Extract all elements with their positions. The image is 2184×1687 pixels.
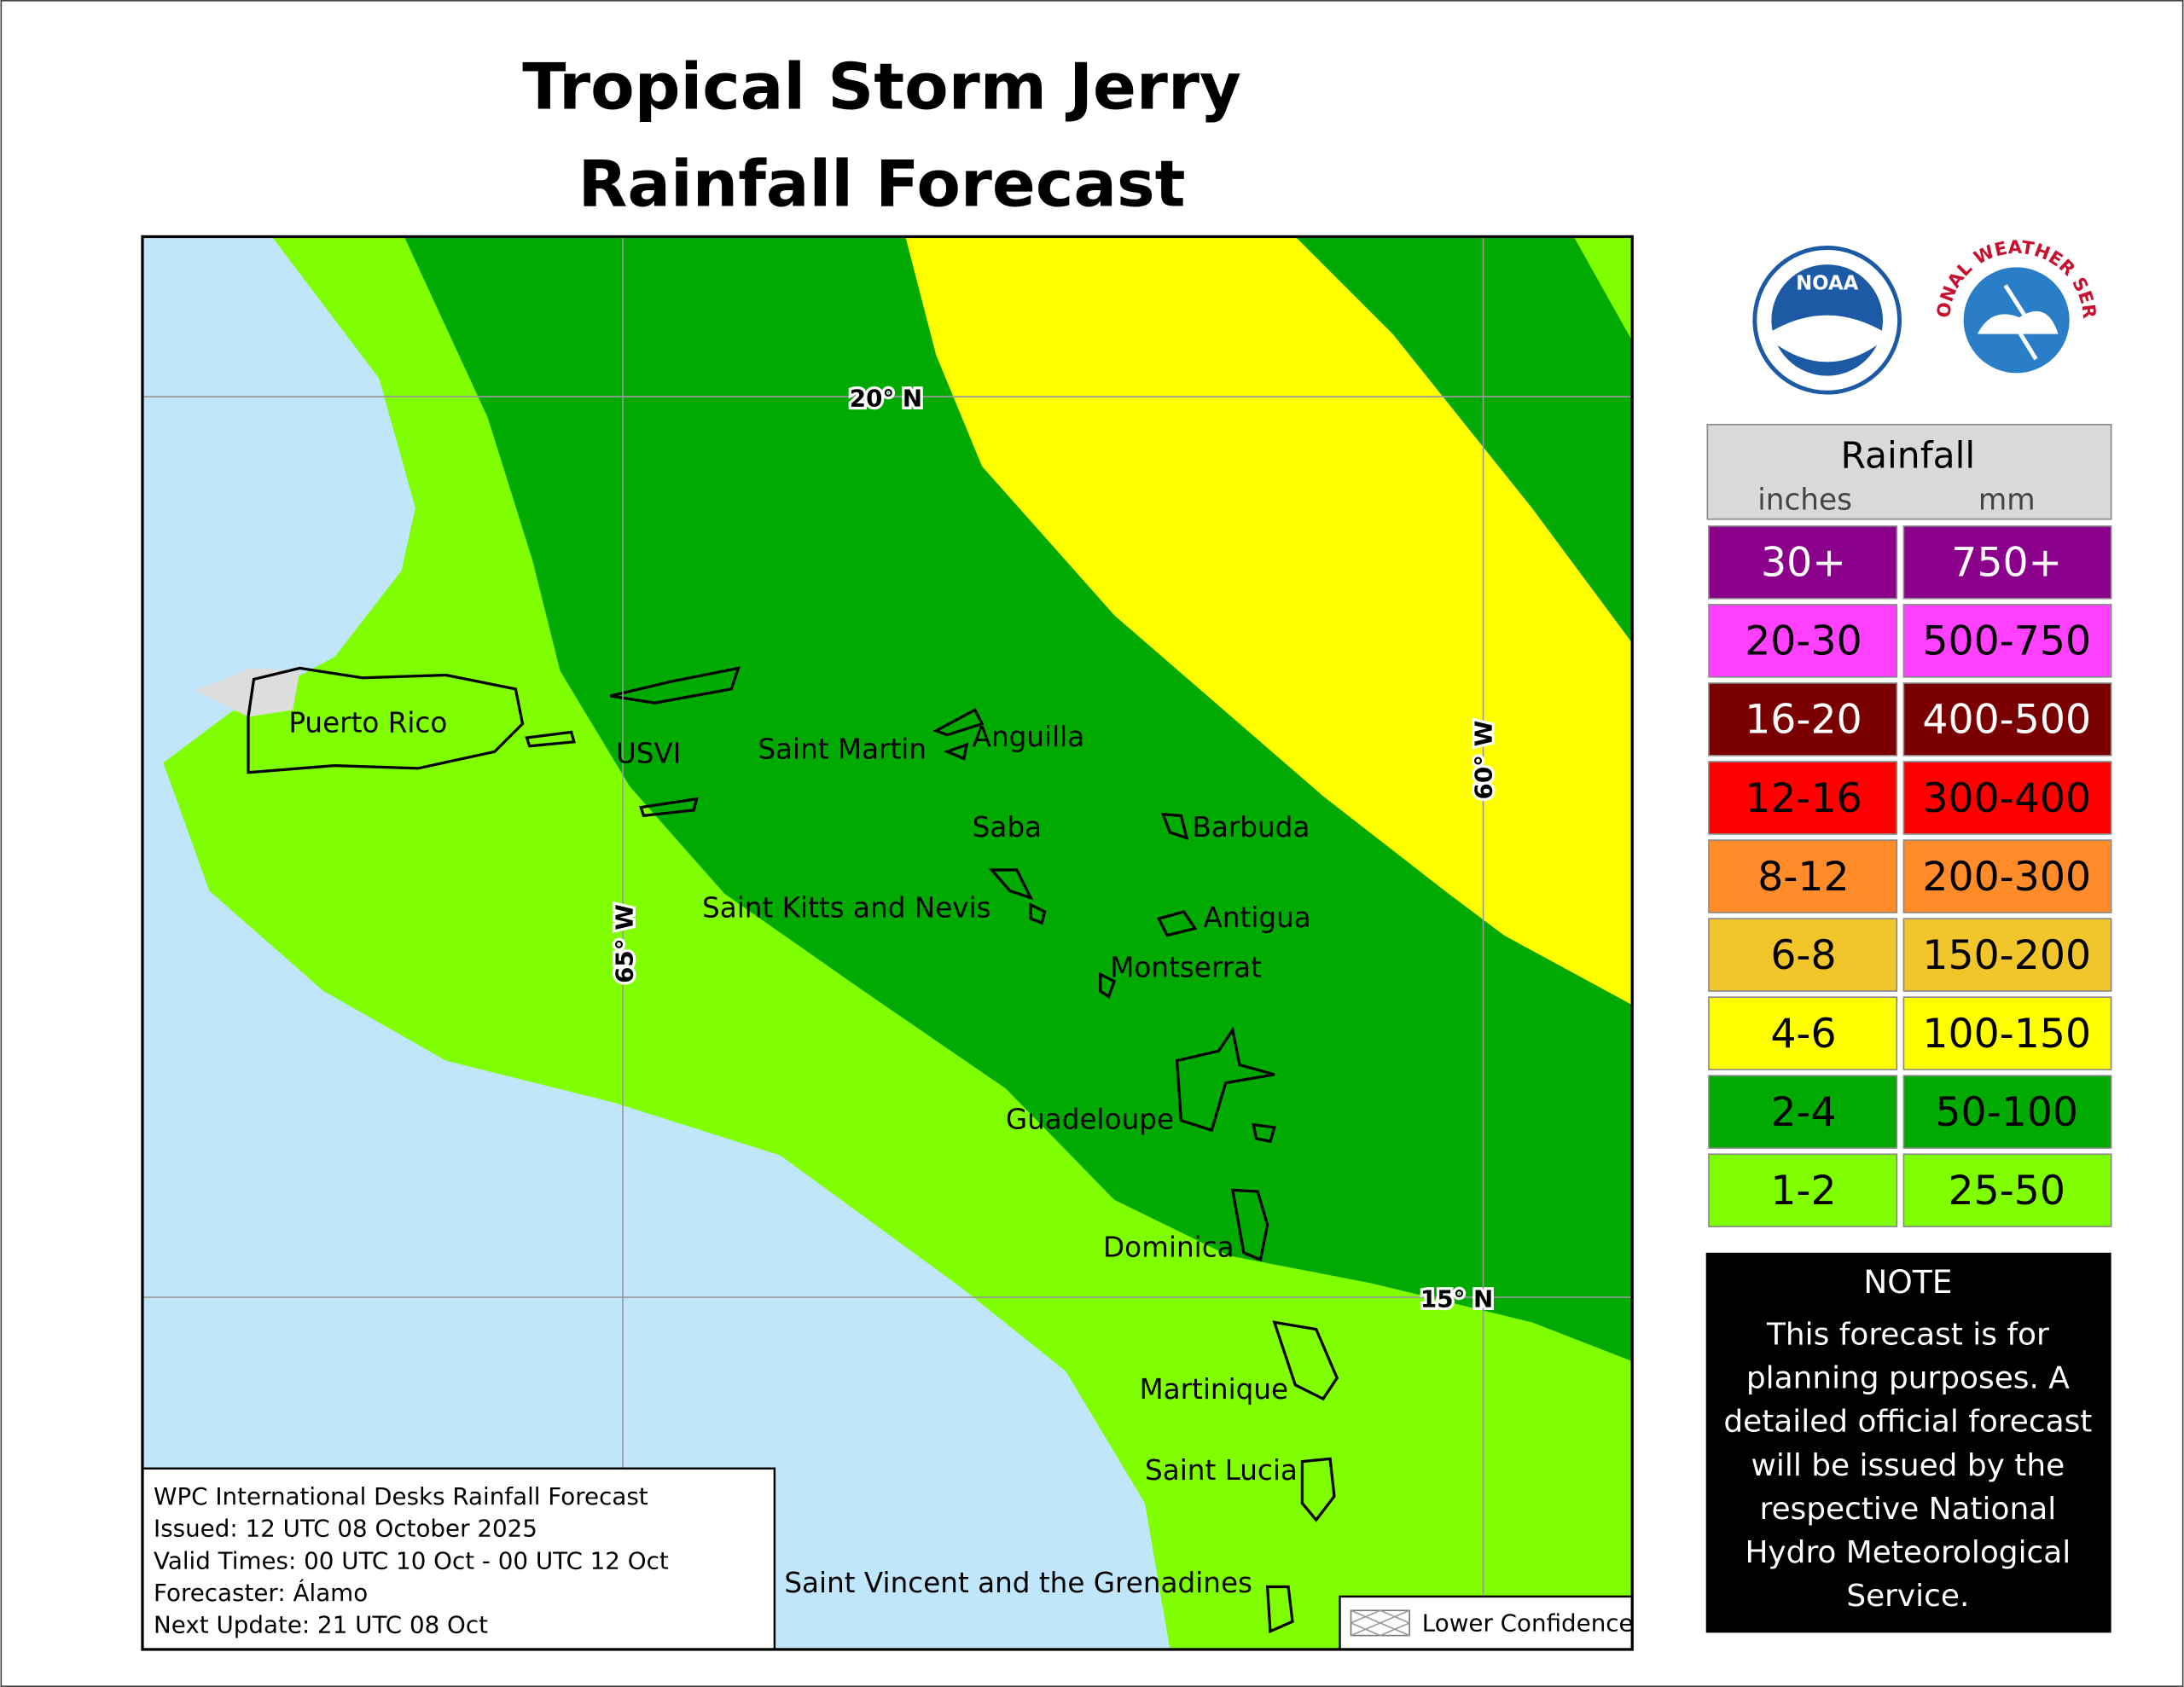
- note-line: Hydro Meteorological: [1745, 1535, 2071, 1570]
- legend-swatch: [1902, 682, 2112, 757]
- place-label: Antigua: [1204, 901, 1311, 934]
- noaa-logo: NOAA: [1752, 246, 1902, 395]
- legend-unit: inches: [1757, 483, 1852, 517]
- confidence-label: Lower Confidence: [1422, 1609, 1634, 1638]
- info-text: WPC International Desks Rainfall Forecas…: [154, 1482, 669, 1638]
- note-line: This forecast is for: [1766, 1318, 2049, 1353]
- legend-swatch: [1708, 1153, 1898, 1227]
- coastlines: [247, 666, 1339, 1634]
- legend-unit: mm: [1978, 483, 2036, 517]
- legend-inches: 4-6: [1770, 1011, 1836, 1058]
- place-label: Saint Martin: [758, 733, 926, 765]
- graticule: [142, 236, 1633, 1649]
- note-box: [1705, 1252, 2111, 1633]
- grid-label: 65° W: [610, 904, 638, 983]
- place-label: Saba: [973, 811, 1042, 844]
- note: NOTE This forecast is for planning purpos…: [1705, 1252, 2111, 1633]
- legend-inches: 16-20: [1745, 697, 1862, 744]
- legend-swatch: [1902, 918, 2112, 992]
- place-label: Barbuda: [1193, 811, 1310, 844]
- hatch: [1350, 1609, 1410, 1637]
- place-label: Dominica: [1103, 1232, 1234, 1264]
- logo-text: NOAA: [1796, 272, 1859, 294]
- legend-mm: 300-400: [1922, 775, 2091, 822]
- map-frame: [141, 235, 1634, 1651]
- legend-swatch: [1708, 1075, 1898, 1149]
- legend-swatch: [1902, 1153, 2112, 1227]
- legend-title: Rainfall: [1841, 435, 1976, 477]
- place-label: Montserrat: [1110, 952, 1262, 984]
- legend-mm: 100-150: [1922, 1011, 2091, 1058]
- place-label: Guadeloupe: [1006, 1104, 1174, 1136]
- info-line: Forecaster: Álamo: [154, 1578, 368, 1607]
- legend-mm: 50-100: [1935, 1089, 2078, 1136]
- legend-inches: 20-30: [1745, 618, 1862, 665]
- legend-inches: 1-2: [1770, 1168, 1836, 1215]
- note-line: will be issued by the: [1751, 1448, 2065, 1483]
- legend-swatch: [1902, 604, 2112, 678]
- legend-swatch: [1708, 525, 1898, 600]
- legend-mm: 200-300: [1922, 854, 2091, 901]
- legend-inches: 30+: [1761, 540, 1846, 587]
- info-line: WPC International Desks Rainfall Forecas…: [154, 1482, 648, 1510]
- legend-swatch: [1708, 839, 1898, 913]
- legend-swatch: [1902, 1075, 2112, 1149]
- note-line: planning purposes. A: [1746, 1361, 2070, 1396]
- note-title: NOTE: [1863, 1263, 1952, 1301]
- legend-mm: 25-50: [1948, 1168, 2065, 1215]
- legend-inches: 8-12: [1757, 854, 1849, 901]
- legend-mm: 150-200: [1922, 932, 2091, 979]
- place-label: Saint Vincent and the Grenadines: [784, 1567, 1252, 1599]
- legend-mm: 500-750: [1922, 618, 2091, 665]
- legend-swatch: [1708, 996, 1898, 1070]
- place-label: Saint Kitts and Nevis: [702, 891, 991, 924]
- note-line: detailed official forecast: [1723, 1405, 2092, 1440]
- legend-swatch: [1708, 604, 1898, 678]
- legend-swatch: [1902, 525, 2112, 600]
- legend-inches: 2-4: [1770, 1089, 1836, 1136]
- legend: Rainfall inches mm 30+ 750+ 20-30 500-750 16…: [1706, 423, 2112, 1227]
- legend-swatch: [1708, 918, 1898, 992]
- place-label: Anguilla: [973, 721, 1085, 753]
- legend-inches: 6-8: [1770, 932, 1836, 979]
- info-line: Issued: 12 UTC 08 October 2025: [154, 1515, 537, 1543]
- legend-mm: 750+: [1951, 540, 2062, 587]
- note-line: respective National: [1760, 1492, 2057, 1527]
- legend-inches: 12-16: [1745, 775, 1862, 822]
- grid-label: 20° N: [850, 385, 922, 413]
- legend-swatch: [1902, 761, 2112, 835]
- legend-swatch: [1902, 996, 2112, 1070]
- legend-swatch: [1902, 839, 2112, 913]
- place-label: USVI: [616, 737, 682, 769]
- info-line: Next Update: 21 UTC 08 Oct: [154, 1610, 488, 1638]
- grid-label: 60° W: [1469, 721, 1497, 800]
- legend-mm: 400-500: [1922, 697, 2091, 744]
- place-label: Martinique: [1139, 1373, 1288, 1406]
- legend-swatch: [1708, 682, 1898, 757]
- place-label: Puerto Rico: [288, 706, 447, 739]
- map: 20° N 15° N 65° W 60° W Puerto Rico USVI…: [141, 235, 1634, 1651]
- info-box: [142, 1467, 776, 1649]
- note-line: Service.: [1846, 1579, 1969, 1614]
- title: Rainfall Forecast: [578, 147, 1186, 222]
- zone-4-6: [905, 236, 1633, 1006]
- land-grey: [195, 668, 300, 717]
- legend-swatch: [1708, 761, 1898, 835]
- legend-header: [1706, 423, 2112, 520]
- info-line: Valid Times: 00 UTC 10 Oct - 00 UTC 12 O…: [154, 1546, 669, 1574]
- title: Tropical Storm Jerry: [522, 49, 1241, 124]
- place-label: Saint Lucia: [1145, 1454, 1298, 1487]
- grid-label: 15° N: [1420, 1284, 1493, 1313]
